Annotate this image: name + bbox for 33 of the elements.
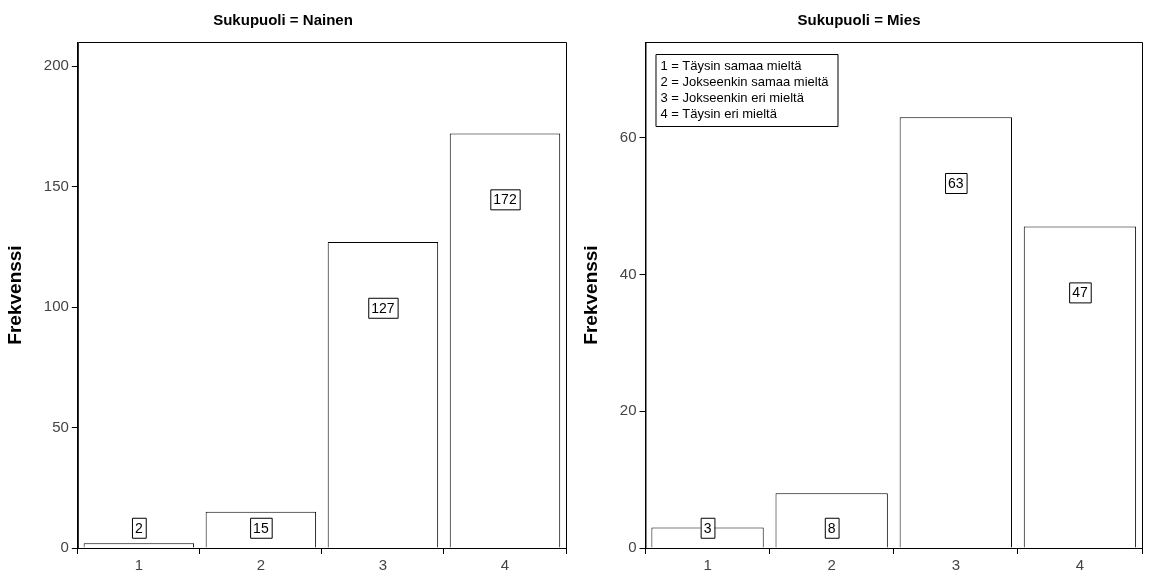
x-tick-label: 4: [1075, 556, 1085, 574]
x-tick-label: 3: [378, 556, 388, 574]
x-tick-label: 2: [256, 556, 266, 574]
annotation: 1 = Täysin samaa mieltä: [660, 57, 803, 73]
data-label: 3: [703, 519, 712, 536]
data-label: 172: [493, 191, 517, 208]
y-tick-label: 60: [619, 127, 637, 145]
y-tick-label: 40: [619, 264, 637, 282]
y-tick-label: 100: [43, 297, 69, 315]
x-tick-label: 1: [703, 556, 712, 574]
y-tick-label: 0: [60, 538, 69, 556]
data-label: 47: [1072, 284, 1088, 301]
data-label: 8: [827, 519, 836, 536]
y-tick-label: 20: [619, 401, 637, 419]
x-tick-label: 3: [951, 556, 960, 574]
y-tick-label: 200: [43, 56, 69, 74]
data-label: 15: [253, 519, 269, 536]
annotation: 4 = Täysin eri mieltä: [660, 105, 778, 121]
annotation: 3 = Jokseenkin eri mieltä: [660, 89, 805, 105]
annotation: 2 = Jokseenkin samaa mieltä: [660, 73, 830, 89]
chart-title: Sukupuoli = Mies: [797, 11, 921, 29]
y-axis-title: Frekvenssi: [579, 245, 601, 345]
data-label: 127: [371, 299, 395, 316]
chart-title: Sukupuoli = Nainen: [213, 11, 353, 29]
x-tick-label: 2: [827, 556, 836, 574]
y-tick-label: 50: [52, 417, 69, 435]
data-label: 63: [948, 174, 964, 191]
y-tick-label: 0: [628, 538, 637, 556]
y-axis-title: Frekvenssi: [3, 245, 25, 345]
x-tick-label: 4: [500, 556, 510, 574]
y-tick-label: 150: [43, 176, 69, 194]
data-label: 2: [134, 519, 143, 536]
x-tick-label: 1: [134, 556, 144, 574]
